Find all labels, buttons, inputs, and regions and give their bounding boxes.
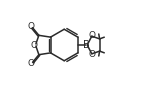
Text: B: B: [83, 40, 90, 50]
Text: O: O: [28, 22, 35, 31]
Text: O: O: [89, 31, 96, 40]
Text: O: O: [31, 40, 38, 50]
Text: O: O: [28, 59, 35, 68]
Text: O: O: [89, 50, 96, 59]
